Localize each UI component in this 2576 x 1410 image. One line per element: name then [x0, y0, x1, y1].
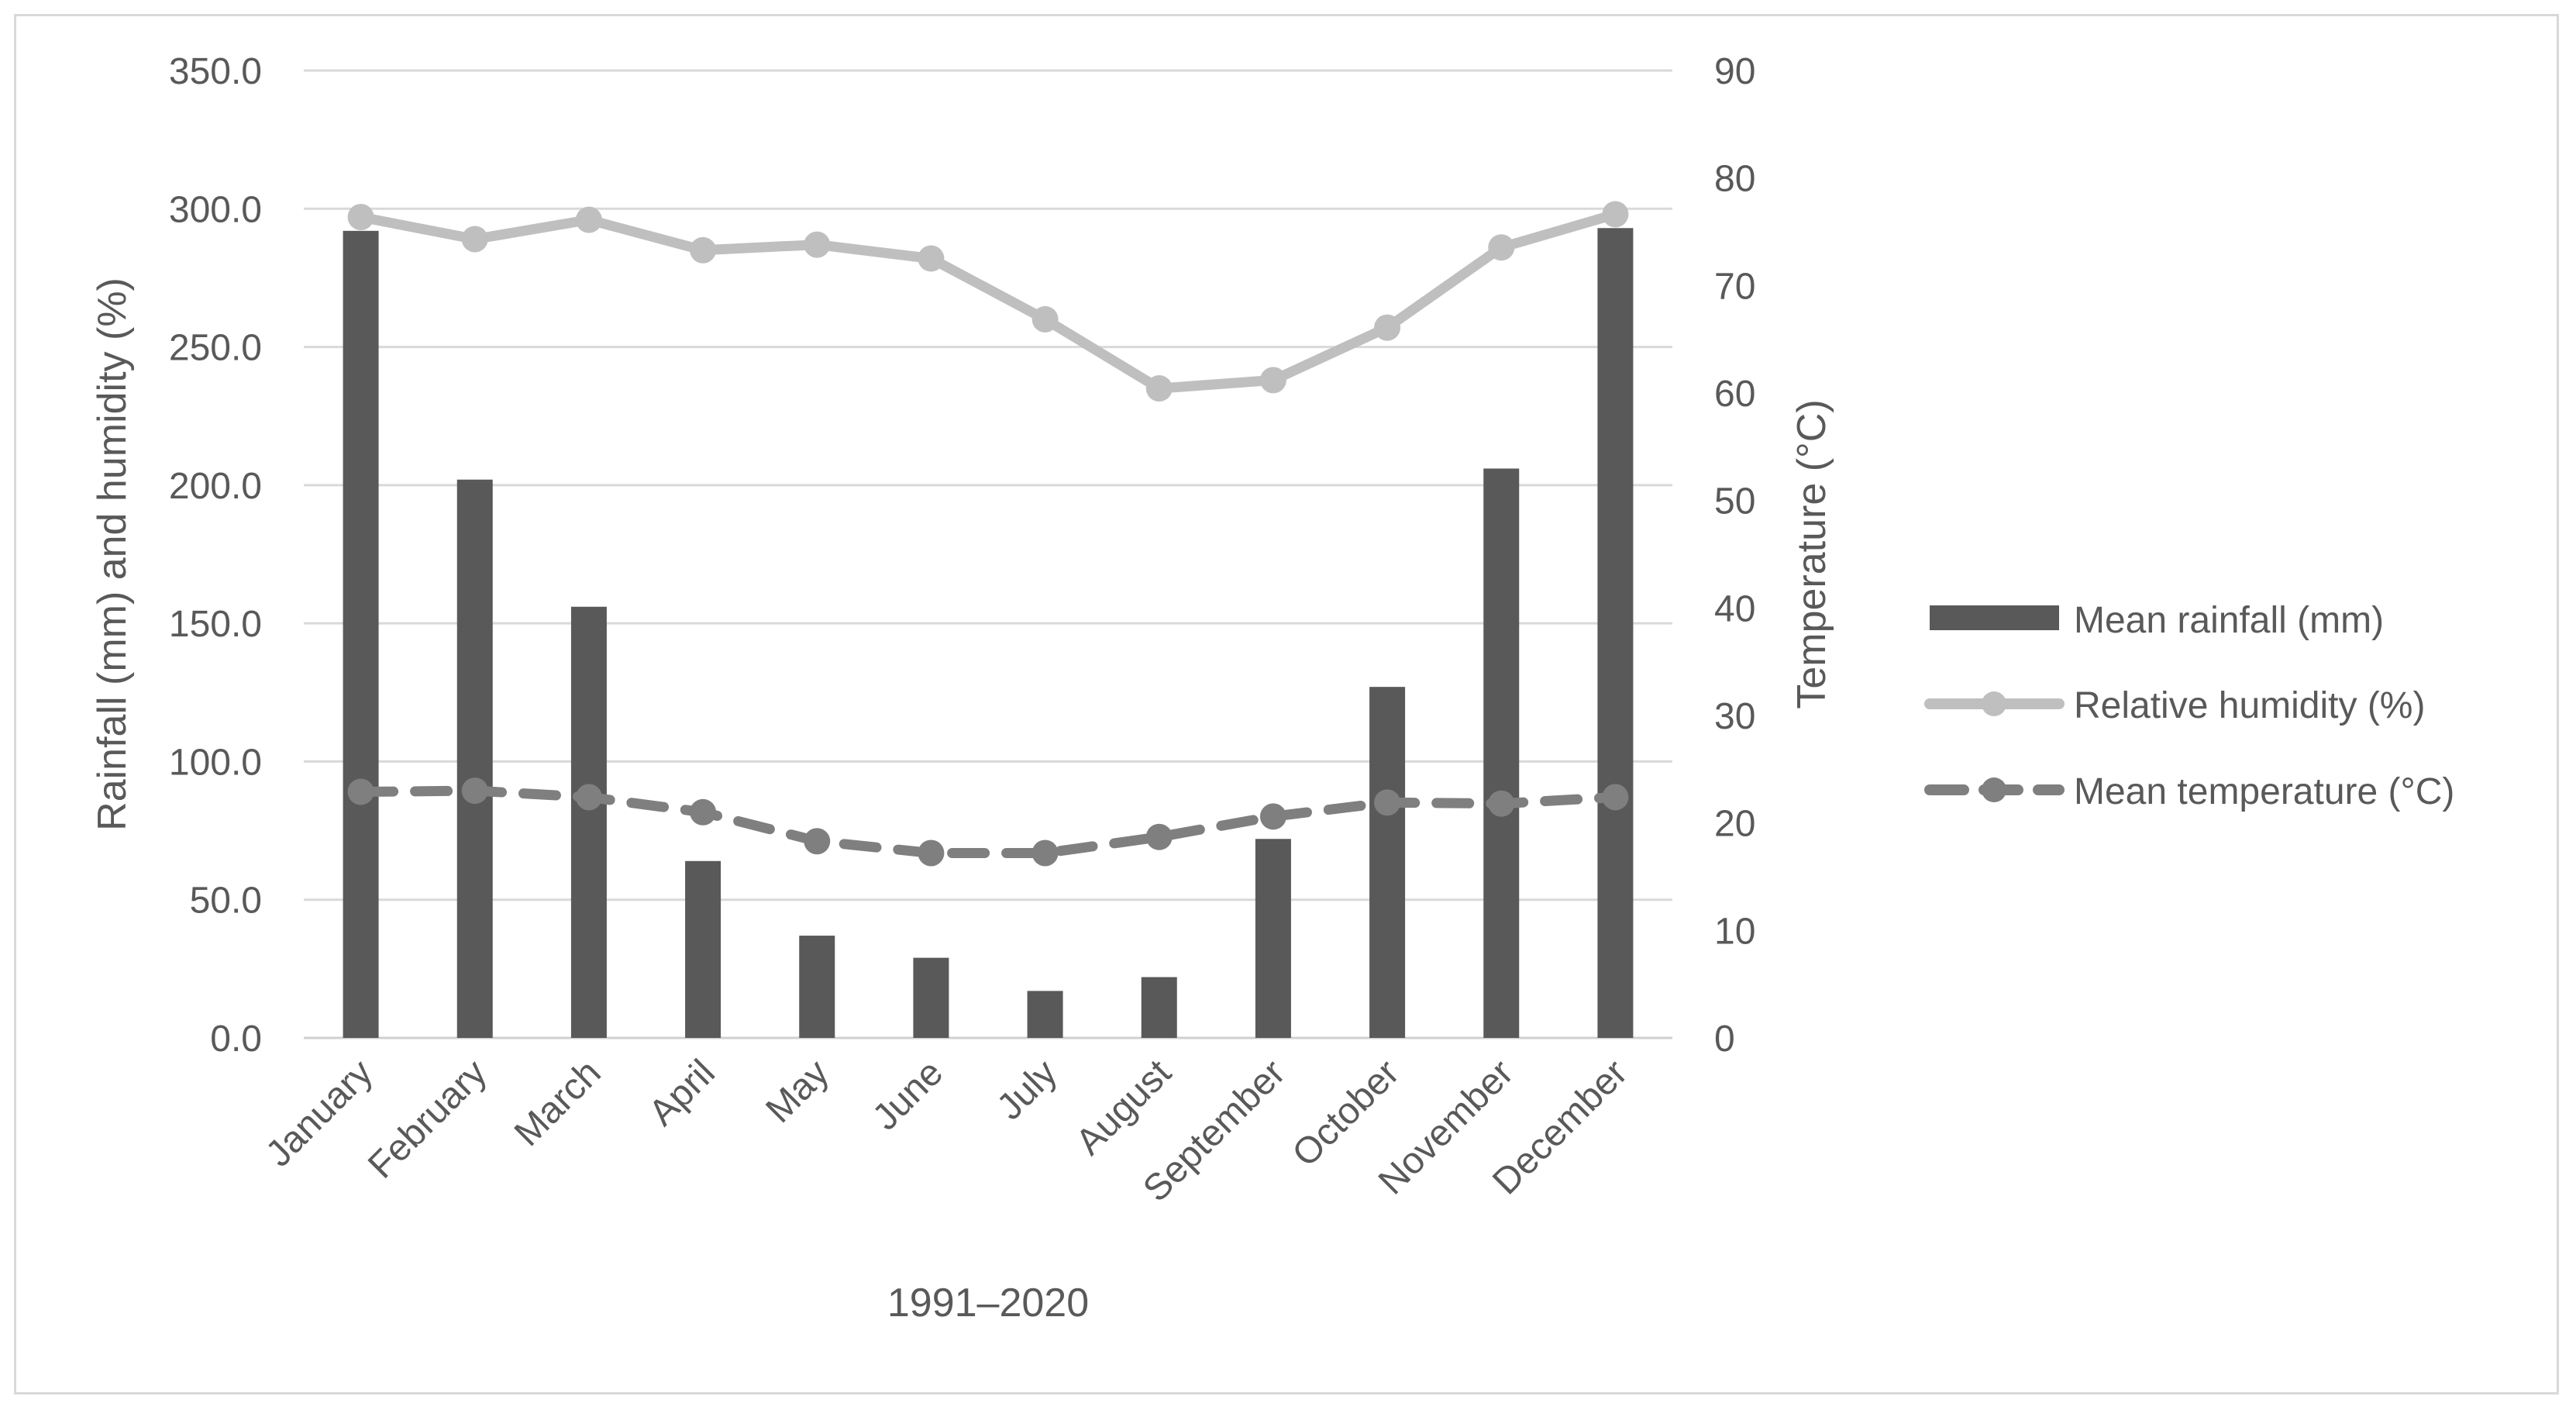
temperature-point	[461, 777, 488, 805]
legend: Mean rainfall (mm) Relative humidity (%)…	[1924, 600, 2454, 812]
temperature-point	[1488, 790, 1515, 817]
humidity-point	[1031, 305, 1059, 333]
y2-tick-label: 20	[1714, 804, 1755, 845]
x-tick-label: March	[507, 1052, 609, 1154]
gridlines	[304, 69, 1672, 1039]
y-tick-label: 100.0	[169, 742, 262, 783]
legend-item-humidity: Relative humidity (%)	[1924, 685, 2425, 726]
y-tick-label: 150.0	[169, 604, 262, 645]
x-tick-label: June	[865, 1052, 951, 1138]
humidity-point	[1259, 367, 1286, 394]
rainfall-bar	[1597, 228, 1634, 1038]
rainfall-bar	[1369, 687, 1406, 1038]
y-tick-label: 200.0	[169, 466, 262, 507]
y2-tick-label: 90	[1714, 51, 1755, 92]
rainfall-bar	[1255, 839, 1291, 1038]
rainfall-bar	[1141, 977, 1177, 1038]
temperature-point	[347, 778, 374, 805]
y2-tick-label: 30	[1714, 696, 1755, 737]
y2-tick-label: 10	[1714, 911, 1755, 952]
legend-label-humidity: Relative humidity (%)	[2074, 685, 2425, 726]
humidity-point	[1488, 234, 1515, 261]
rainfall-bar	[456, 479, 493, 1038]
x-axis-title: 1991–2020	[887, 1281, 1089, 1326]
humidity-point	[461, 226, 488, 253]
temperature-point	[575, 784, 602, 811]
rainfall-bar	[343, 230, 379, 1039]
y2-tick-label: 80	[1714, 159, 1755, 200]
humidity-point	[918, 245, 945, 272]
rainfall-bar	[913, 957, 949, 1038]
y2-tick-label: 40	[1714, 588, 1755, 629]
x-tick-label: July	[990, 1052, 1066, 1128]
chart-frame	[14, 14, 2559, 1394]
humidity-point	[804, 231, 831, 258]
temperature-line	[356, 785, 1620, 858]
y-tick-label: 0.0	[210, 1019, 262, 1060]
right-axis-title: Temperature (°C)	[1789, 399, 1834, 708]
rainfall-bar	[1027, 991, 1063, 1038]
temperature-point	[1259, 803, 1286, 830]
temperature-point	[918, 839, 945, 867]
humidity-line	[356, 209, 1620, 394]
rainfall-bars	[343, 228, 1634, 1039]
rainfall-bar	[799, 936, 835, 1038]
temperature-point	[690, 798, 717, 826]
humidity-point	[575, 206, 602, 233]
x-tick-label: August	[1068, 1052, 1179, 1163]
legend-label-temperature: Mean temperature (°C)	[2074, 771, 2454, 812]
temperature-point	[1031, 839, 1059, 867]
humidity-point	[1374, 314, 1401, 341]
series-points	[347, 201, 1629, 867]
temperature-point	[1602, 784, 1629, 811]
temperature-point	[1145, 823, 1173, 850]
legend-swatch-rainfall	[1930, 605, 2059, 630]
humidity-point	[1145, 375, 1173, 402]
y2-tick-label: 0	[1714, 1019, 1735, 1060]
x-tick-label: February	[360, 1052, 494, 1186]
y2-tick-label: 50	[1714, 481, 1755, 522]
temperature-point	[804, 828, 831, 855]
rainfall-bar	[570, 606, 607, 1038]
humidity-point	[347, 203, 374, 230]
x-tick-label: April	[641, 1052, 722, 1133]
legend-marker-humidity	[1982, 691, 2006, 716]
y-tick-label: 300.0	[169, 189, 262, 230]
temperature-point	[1374, 789, 1401, 816]
y2-tick-label: 70	[1714, 266, 1755, 307]
y-tick-label: 50.0	[190, 881, 262, 922]
legend-item-temperature: Mean temperature (°C)	[1924, 771, 2454, 812]
left-axis-ticks: 0.0 50.0 100.0 150.0 200.0 250.0 300.0 350.0	[169, 51, 262, 1060]
legend-label-rainfall: Mean rainfall (mm)	[2074, 600, 2384, 641]
y-tick-label: 250.0	[169, 328, 262, 369]
y2-tick-label: 60	[1714, 374, 1755, 415]
legend-marker-temperature	[1982, 777, 2006, 802]
y-tick-label: 350.0	[169, 51, 262, 92]
rainfall-bar	[685, 860, 721, 1038]
right-axis-ticks: 0 10 20 30 40 50 60 70 80 90	[1714, 51, 1755, 1060]
series-lines	[356, 209, 1620, 858]
legend-item-rainfall: Mean rainfall (mm)	[1930, 600, 2384, 641]
x-tick-label: May	[758, 1052, 837, 1131]
rainfall-bar	[1483, 468, 1520, 1038]
humidity-point	[1602, 201, 1629, 228]
left-axis-title: Rainfall (mm) and humidity (%)	[90, 278, 135, 831]
humidity-point	[690, 236, 717, 264]
